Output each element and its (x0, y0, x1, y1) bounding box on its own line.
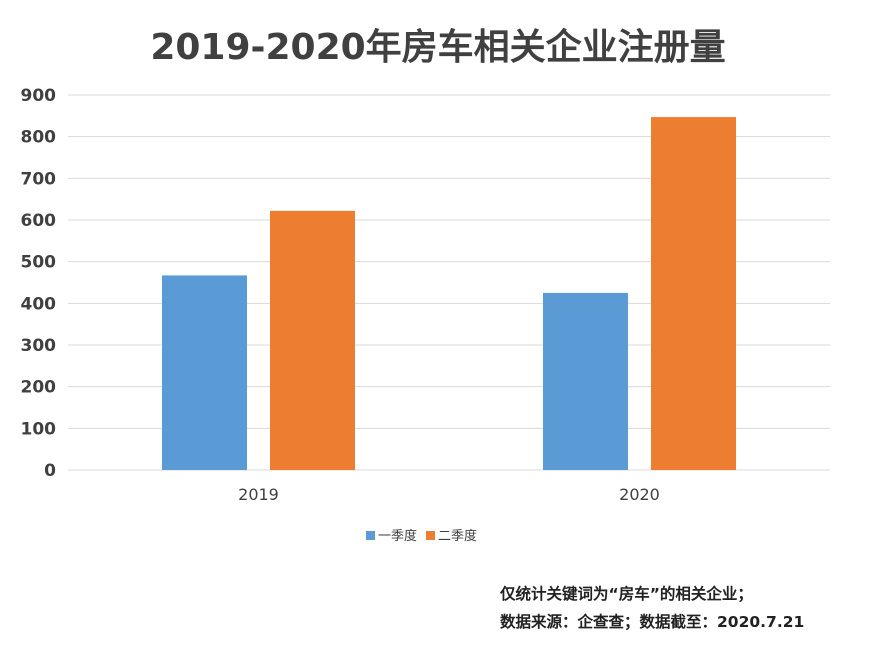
y-tick-label: 500 (21, 253, 57, 273)
y-tick-label: 100 (21, 419, 57, 439)
y-tick-label: 700 (21, 169, 57, 189)
y-tick-label: 400 (21, 294, 57, 314)
legend-label: 一季度 (378, 528, 417, 544)
legend-label: 二季度 (438, 528, 477, 544)
footnote-1: 仅统计关键词为“房车”的相关企业； (500, 585, 753, 603)
y-tick-label: 600 (21, 211, 57, 231)
y-tick-label: 800 (21, 128, 57, 148)
x-tick-label: 2020 (619, 485, 660, 504)
y-tick-label: 900 (21, 86, 57, 106)
footnote-2: 数据来源：企查查；数据截至：2020.7.21 (500, 613, 805, 631)
legend-swatch (426, 531, 435, 540)
x-tick-label: 2019 (238, 485, 279, 504)
y-tick-label: 200 (21, 378, 57, 398)
legend-swatch (366, 531, 375, 540)
chart-title: 2019-2020年房车相关企业注册量 (150, 27, 726, 68)
y-tick-label: 0 (44, 461, 56, 481)
bar-2019-一季度 (162, 275, 247, 470)
y-tick-label: 300 (21, 336, 57, 356)
bar-2020-一季度 (543, 292, 628, 470)
bar-2020-二季度 (651, 117, 736, 470)
bar-2019-二季度 (270, 210, 355, 471)
